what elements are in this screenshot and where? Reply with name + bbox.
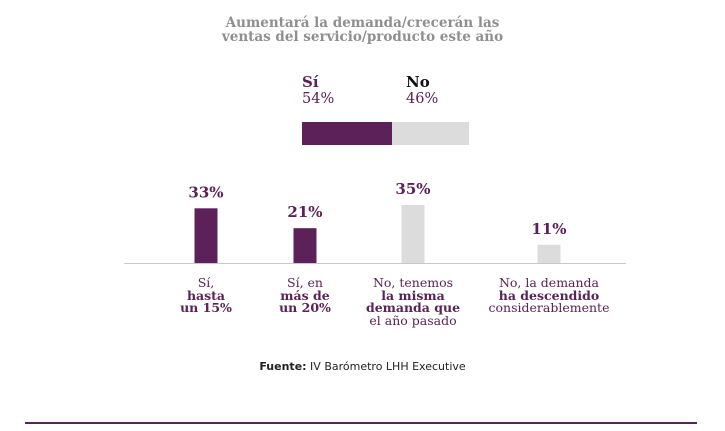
split-bar-yes [302, 122, 392, 145]
chart-title: Aumentará la demanda/crecerán las ventas… [0, 16, 725, 44]
bottom-rule [25, 422, 697, 424]
source-label: Fuente: [259, 360, 307, 373]
bar-3 [401, 205, 425, 263]
category-label-3: No, tenemos la misma demanda que el año pas… [365, 275, 461, 328]
chart-title-line-1: Aumentará la demanda/crecerán las [225, 15, 500, 31]
source-text: IV Barómetro LHH Executive [306, 360, 466, 373]
bar-value-label-2: 21% [287, 203, 322, 221]
split-yes-label: Sí [302, 73, 319, 91]
category-label-2: Sí, en más de un 20% [279, 275, 331, 315]
split-yes-pct: 54% [302, 91, 335, 107]
split-no-label: No [406, 73, 430, 91]
bar-2 [293, 228, 317, 263]
category-label-4: No, la demanda ha descendido considerablem… [488, 275, 610, 315]
bar-value-label-4: 11% [531, 220, 566, 238]
split-no-pct: 46% [406, 91, 439, 107]
chart-title-line-2: ventas del servicio/producto este año [221, 29, 504, 45]
bar-value-label-3: 35% [395, 180, 430, 198]
split-bar-no [392, 122, 469, 145]
bar-4 [537, 244, 561, 263]
category-label-1: Sí, hasta un 15% [180, 275, 232, 315]
bar-1 [194, 208, 218, 263]
bar-value-label-1: 33% [188, 183, 223, 201]
source-note: Fuente: IV Barómetro LHH Executive [0, 360, 725, 373]
